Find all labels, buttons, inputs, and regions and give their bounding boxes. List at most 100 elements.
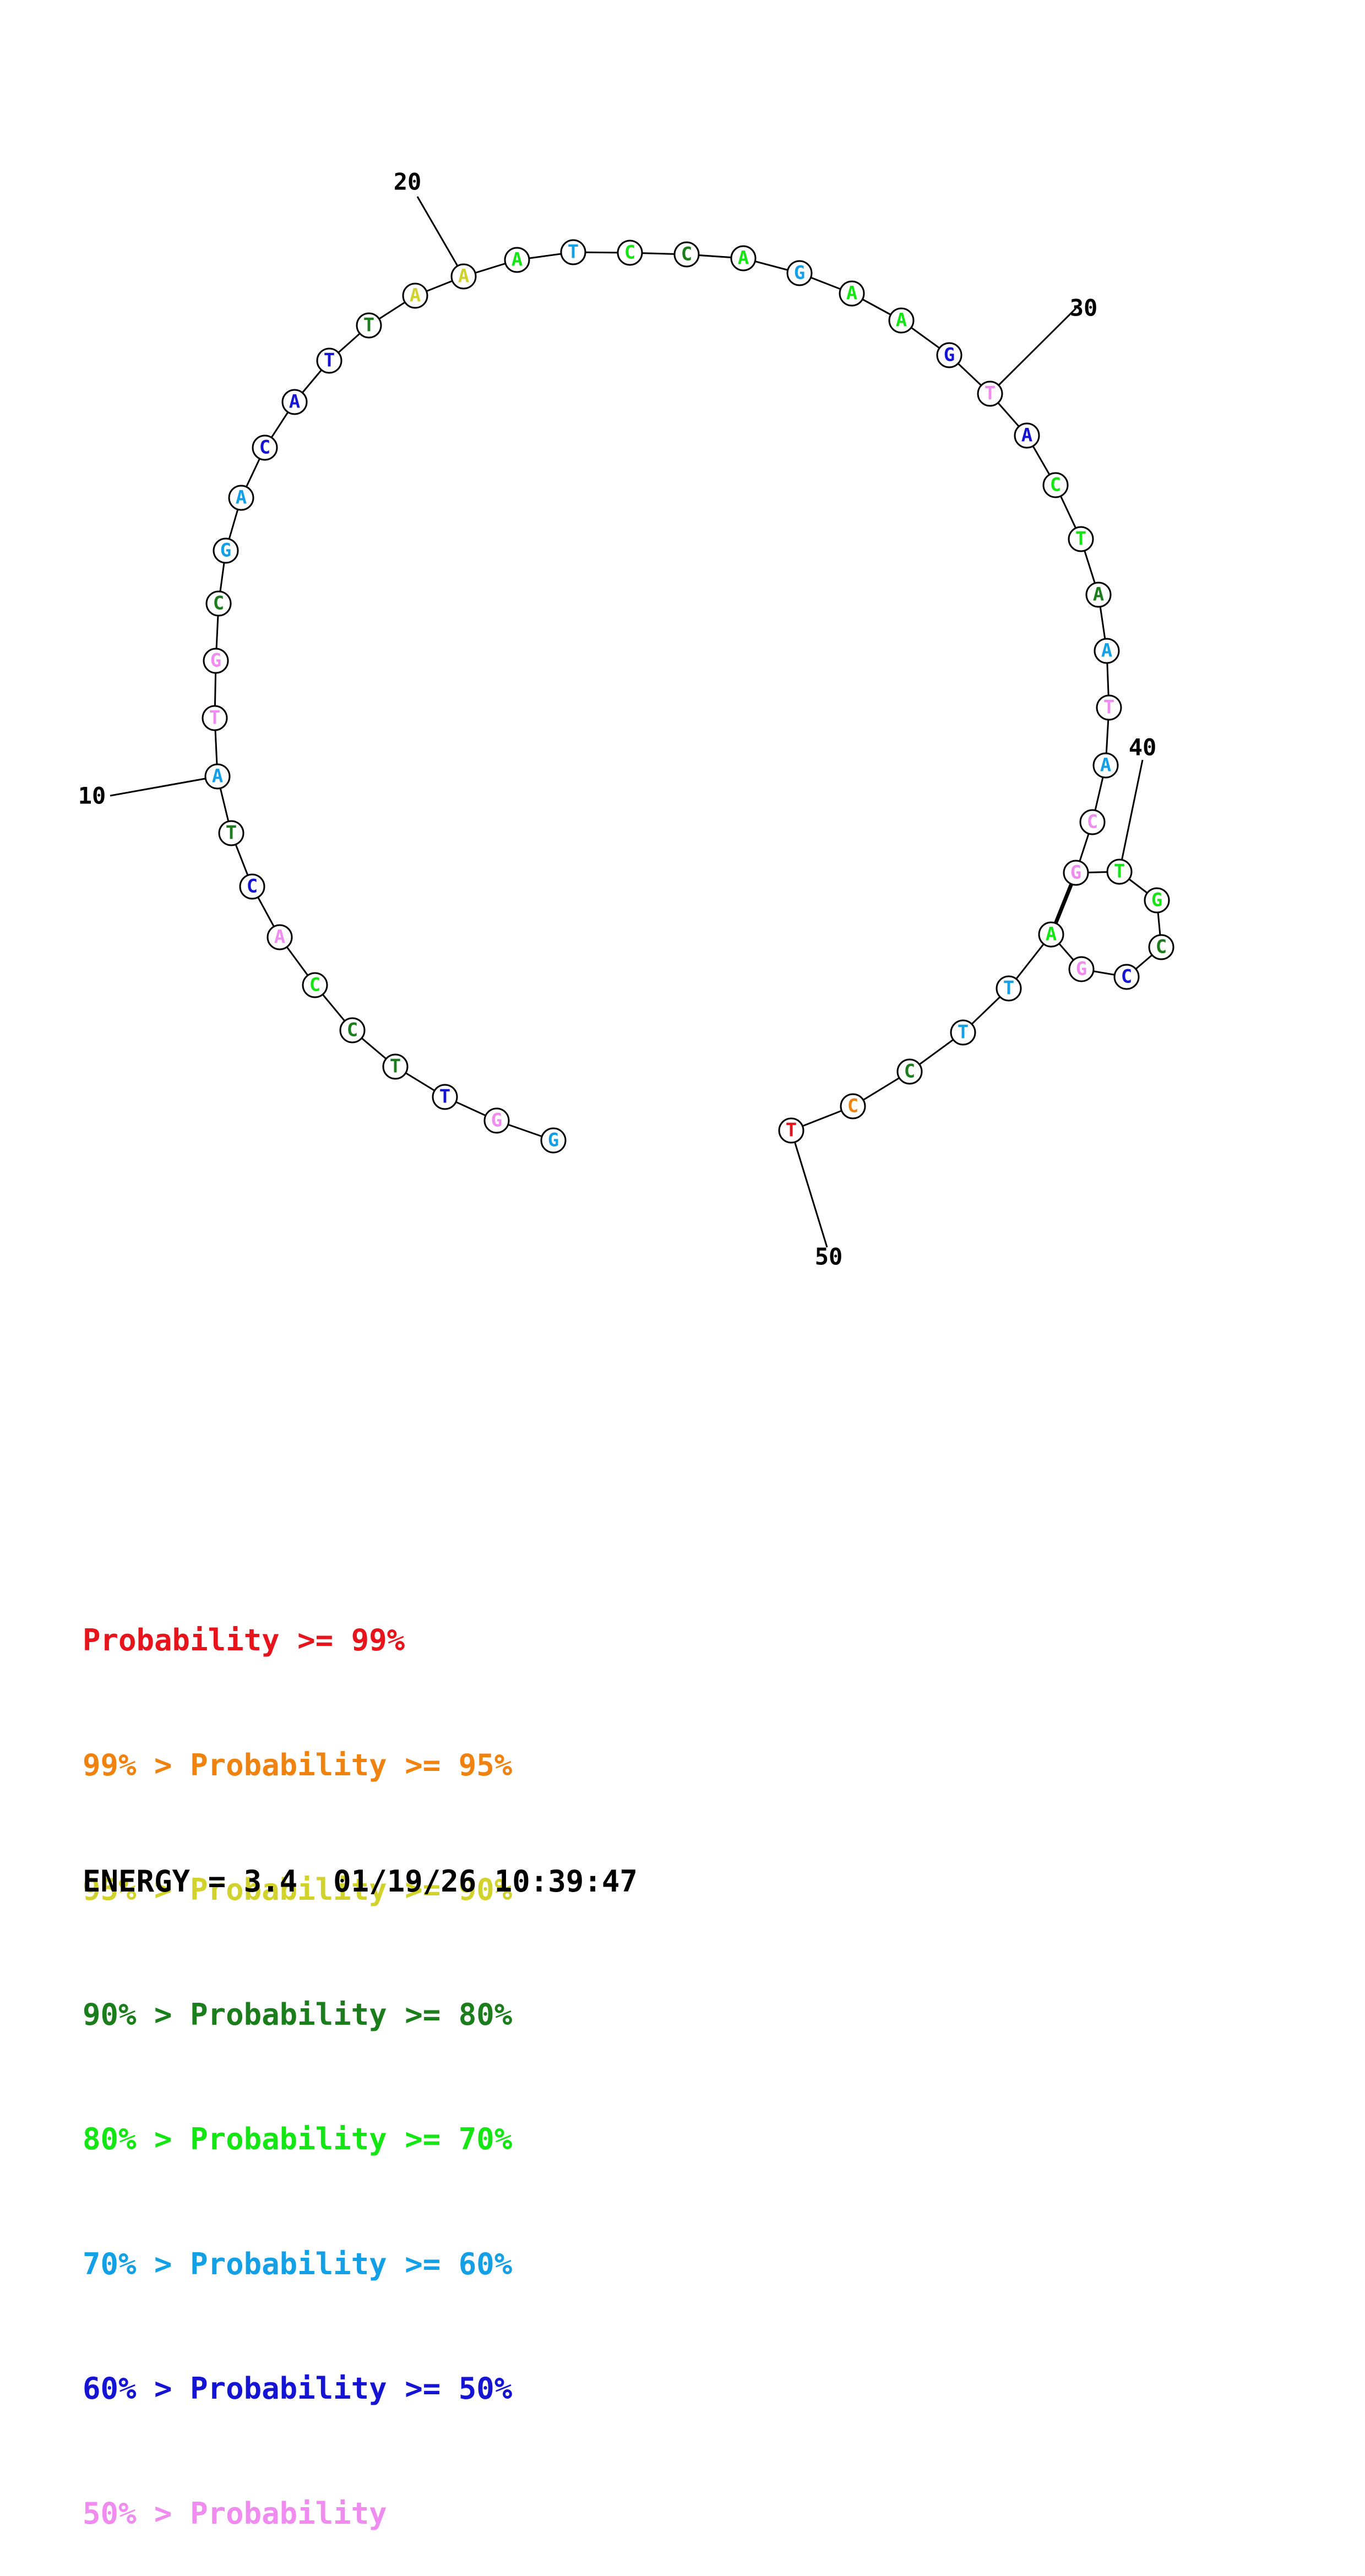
nucleotide-circle — [778, 1117, 804, 1144]
position-ticks: 10 20 30 40 50 — [78, 169, 1157, 1270]
nucleotide: A — [1014, 422, 1040, 449]
nucleotide-circle — [950, 1019, 976, 1046]
legend-prefix: 60% > — [83, 2371, 191, 2406]
nucleotide: C — [339, 1017, 366, 1044]
nucleotide-circle — [382, 1053, 409, 1080]
nucleotide-circle — [1038, 921, 1064, 948]
legend-row: 50% > Probability — [83, 2493, 512, 2535]
nucleotide: C — [1042, 472, 1069, 498]
nucleotide-letter: T — [324, 350, 335, 372]
nucleotide-circle — [1042, 472, 1069, 498]
tick-label: 40 — [1129, 734, 1157, 761]
legend-prefix: 90% > — [83, 1997, 191, 2032]
energy-line: ENERGY = 3.4 01/19/26 10:39:47 — [83, 1864, 638, 1899]
nucleotide: T — [382, 1053, 409, 1080]
nucleotide-circle — [888, 307, 915, 334]
nucleotide: A — [1038, 921, 1064, 948]
legend-text: Probability >= 90% — [190, 1872, 513, 1907]
legend-row: 80% > Probability >= 70% — [83, 2118, 512, 2160]
nucleotide-letter: G — [491, 1110, 502, 1132]
nucleotide-letter: C — [247, 876, 258, 898]
nucleotide: A — [1092, 752, 1119, 779]
nucleotide-circle — [1144, 887, 1170, 914]
nucleotide-letter: G — [210, 650, 221, 672]
nucleotide: C — [840, 1093, 866, 1119]
legend-prefix: 80% > — [83, 2122, 191, 2156]
tick-line — [989, 307, 1077, 395]
nucleotide: C — [617, 240, 643, 266]
nucleotide: T — [560, 239, 586, 265]
nucleotide: C — [1113, 964, 1140, 990]
nucleotide-letter: A — [1021, 425, 1032, 447]
legend-text: Probability >= 99% — [83, 1623, 405, 1657]
legend-text: Probability >= 95% — [190, 1747, 513, 1782]
nucleotide-letter: G — [1151, 889, 1162, 911]
nucleotide-circle — [673, 241, 700, 268]
nucleotide: T — [202, 705, 228, 731]
nucleotide-letter: C — [347, 1019, 358, 1041]
nucleotide-circle — [432, 1084, 458, 1110]
nucleotide: G — [483, 1107, 510, 1134]
nucleotide-circle — [402, 282, 428, 309]
nucleotide: T — [1068, 526, 1094, 552]
nucleotide: T — [996, 975, 1022, 1002]
nucleotide-letter: A — [1101, 640, 1112, 662]
nucleotide: A — [730, 245, 757, 271]
nucleotide-circle — [203, 648, 229, 674]
nucleotide: A — [204, 763, 231, 790]
legend-prefix: 70% > — [83, 2246, 191, 2281]
nucleotide-circle — [1106, 858, 1133, 885]
energy-value: ENERGY = 3.4 — [83, 1864, 298, 1899]
nucleotide-circle — [483, 1107, 510, 1134]
nucleotide-letter: A — [512, 249, 523, 271]
nucleotide-letter: G — [220, 540, 231, 562]
nucleotide-circle — [896, 1058, 923, 1085]
legend-row: 99% > Probability >= 95% — [83, 1744, 512, 1786]
nucleotide-letter: A — [458, 265, 469, 287]
nucleotide-letter: A — [274, 926, 285, 948]
nucleotide: C — [302, 972, 328, 998]
nucleotide-circle — [267, 924, 293, 950]
nucleotide-circle — [1113, 964, 1140, 990]
nucleotide-letter: A — [236, 487, 247, 509]
nucleotide-letter: C — [259, 437, 270, 459]
nucleotide: G — [213, 537, 239, 564]
nucleotide-letter: T — [390, 1056, 401, 1078]
nucleotide-letter: A — [1100, 754, 1111, 776]
legend-text: Probability >= 80% — [190, 1997, 513, 2032]
tick-label: 30 — [1070, 295, 1098, 322]
nucleotide-letter: A — [846, 282, 857, 305]
nucleotide: G — [540, 1127, 567, 1154]
nucleotide-letter: C — [1087, 811, 1098, 833]
nucleotide-circle — [1014, 422, 1040, 449]
tick-line — [1118, 759, 1144, 872]
nucleotide-circle — [228, 485, 254, 511]
nucleotide-letter: A — [1046, 923, 1057, 945]
nucleotide-circle — [1094, 638, 1120, 664]
nucleotide-circle — [977, 381, 1003, 407]
nucleotide-circle — [356, 312, 382, 339]
nucleotide-circle — [540, 1127, 567, 1154]
legend-prefix: 50% > — [83, 2496, 191, 2531]
nucleotide-letter: A — [289, 391, 300, 413]
nucleotide-letter: C — [309, 974, 320, 996]
tick-label: 10 — [78, 782, 106, 809]
nucleotide-letter: T — [958, 1021, 969, 1044]
tick-line — [790, 1130, 828, 1248]
legend-text: Probability >= 50% — [190, 2371, 513, 2406]
nucleotide-letter: T — [1003, 977, 1014, 999]
legend-prefix: 99% > — [83, 1747, 191, 1782]
legend-row: Probability >= 99% — [83, 1619, 512, 1661]
nucleotide-letter: T — [439, 1086, 450, 1108]
legend-text: Probability >= 70% — [190, 2122, 513, 2156]
nucleotide: T — [950, 1019, 976, 1046]
nucleotide-letter: A — [212, 765, 223, 787]
nucleotide: A — [281, 389, 308, 415]
nucleotide-letter: A — [738, 247, 749, 269]
nucleotide-circle — [213, 537, 239, 564]
nucleotide-circle — [218, 820, 244, 846]
nucleotide-letter: G — [944, 344, 955, 366]
nucleotide-letter: A — [896, 309, 907, 331]
